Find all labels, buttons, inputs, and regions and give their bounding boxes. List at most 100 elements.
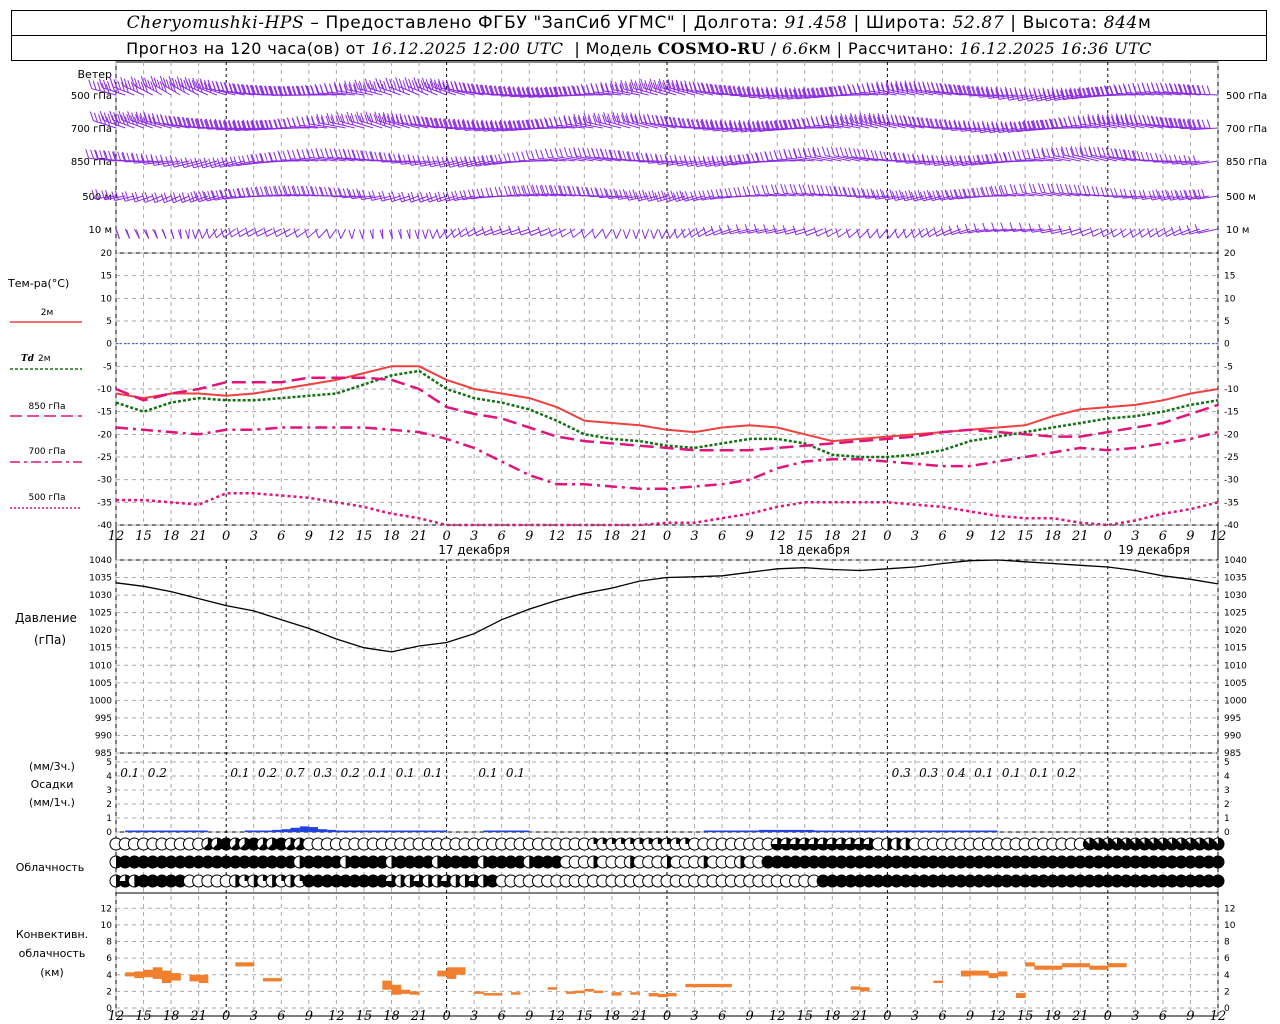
wind-barb-flag — [467, 83, 472, 93]
wind-barb-flag — [156, 79, 161, 89]
wind-barb-flag — [944, 118, 949, 129]
cloud-fill — [1129, 838, 1142, 850]
wind-barb-flag — [937, 191, 942, 201]
wind-barb-flag — [753, 224, 758, 234]
wind-barb-flag — [677, 117, 682, 127]
wind-barb-flag — [890, 83, 895, 94]
wind-barb-flag — [695, 119, 700, 129]
wind-barb-flag — [204, 120, 208, 130]
wind-barb-flag — [198, 83, 203, 93]
wind-barb-flag — [224, 189, 229, 199]
wind-barb-flag — [466, 82, 471, 93]
wind-barb-flag — [410, 191, 415, 202]
wind-barb-flag — [497, 86, 502, 97]
wind-barb-flag — [180, 158, 185, 168]
wind-barb-flag — [801, 117, 806, 127]
wind-barb-flag — [203, 82, 208, 92]
x-tick-label: 12 — [769, 529, 786, 544]
day-label: 17 декабря — [438, 543, 510, 557]
cloud-fill — [1028, 856, 1041, 868]
wind-barb-flag — [470, 83, 475, 93]
convective-bar — [125, 972, 135, 977]
x-tick-label: 9 — [525, 529, 533, 544]
wind-barb-flag — [935, 82, 940, 92]
wind-barb-flag — [314, 83, 319, 94]
wind-barb-flag — [1058, 225, 1063, 235]
x-tick-label-bottom: 12 — [328, 1009, 345, 1024]
wind-barb-flag — [1074, 146, 1079, 157]
wind-barb-flag — [747, 153, 752, 164]
wind-barb-flag — [250, 84, 255, 95]
wind-barb-flag — [485, 187, 490, 198]
wind-barb-flag — [1137, 83, 1142, 93]
wind-barb-flag — [1110, 148, 1115, 158]
wind-barb-flag — [803, 87, 808, 97]
wind-barb-flag — [856, 82, 861, 93]
cloud-fill — [780, 838, 793, 850]
wind-barb-flag — [759, 152, 764, 162]
wind-barb-flag — [144, 192, 149, 202]
cloud-fill — [1065, 856, 1078, 868]
wind-barb-flag — [389, 79, 394, 89]
wind-barb-flag — [784, 184, 788, 194]
wind-barb-flag — [627, 150, 632, 161]
wind-barb-flag — [233, 156, 238, 166]
wind-barb-flag — [782, 225, 787, 235]
cloud-fill — [321, 856, 334, 868]
wind-barb-flag — [320, 148, 325, 158]
wind-barb — [1031, 228, 1053, 233]
wind-barb-flag — [675, 83, 680, 94]
wind-barb — [739, 228, 759, 234]
wind-barb-flag — [306, 114, 311, 125]
wind-barb-flag — [535, 87, 540, 97]
cloud-fill — [835, 838, 848, 850]
wind-barb-flag — [215, 80, 220, 91]
wind-barb-flag — [422, 229, 426, 239]
wind-barb-flag — [140, 155, 145, 165]
legend-700: 700 гПа — [28, 447, 65, 457]
cloud-title: Облачность — [16, 861, 85, 874]
wind-barb-flag — [895, 82, 900, 92]
wind-barb-flag — [870, 188, 875, 198]
wind-barb-flag — [679, 155, 684, 166]
wind-barb-flag — [412, 155, 417, 165]
wind-barb-flag — [655, 153, 660, 163]
convective-bar — [152, 967, 163, 979]
wind-barb-flag — [1026, 121, 1031, 131]
wind-barb-flag — [640, 152, 645, 163]
wind-barb-flag — [485, 84, 490, 95]
wind-barb-flag — [933, 227, 938, 237]
wind-barb-flag — [1069, 87, 1074, 97]
wind-barb-flag — [338, 148, 343, 159]
wind-barb — [905, 228, 916, 239]
wind-barb-flag — [958, 122, 962, 132]
longitude-value: 91.458 — [784, 13, 848, 33]
wind-barb-flag — [1019, 90, 1024, 100]
wind-barb-flag — [798, 87, 803, 98]
wind-barb-flag — [681, 192, 686, 202]
convective-bar — [244, 962, 255, 967]
wind-barb-flag — [92, 80, 97, 90]
wind-barb-flag — [236, 227, 241, 237]
altitude-unit: м — [1137, 13, 1152, 33]
wind-barb-flag — [368, 191, 373, 201]
wind-barb-flag — [1087, 114, 1092, 124]
wind-barb-flag — [526, 185, 531, 195]
wind-barb-flag — [1029, 90, 1034, 101]
wind-barb-flag — [958, 85, 963, 95]
x-tick-label-bottom: 3 — [690, 1009, 698, 1024]
wind-barb-flag — [180, 78, 185, 88]
wind-barb-flag — [613, 188, 618, 198]
wind-barb-flag — [300, 185, 305, 196]
precip-bar — [841, 830, 851, 832]
wind-barb-flag — [1067, 115, 1072, 126]
wind-barb-flag — [251, 154, 256, 164]
wind-barb-flag — [977, 154, 982, 164]
legend-500: 500 гПа — [28, 493, 65, 503]
wind-barb-flag — [736, 87, 741, 97]
wind-barb — [1022, 228, 1044, 233]
wind-barb-flag — [326, 112, 331, 123]
wind-barb-flag — [507, 121, 512, 131]
wind-barb-flag — [241, 155, 246, 165]
wind-barb-flag — [985, 154, 990, 164]
